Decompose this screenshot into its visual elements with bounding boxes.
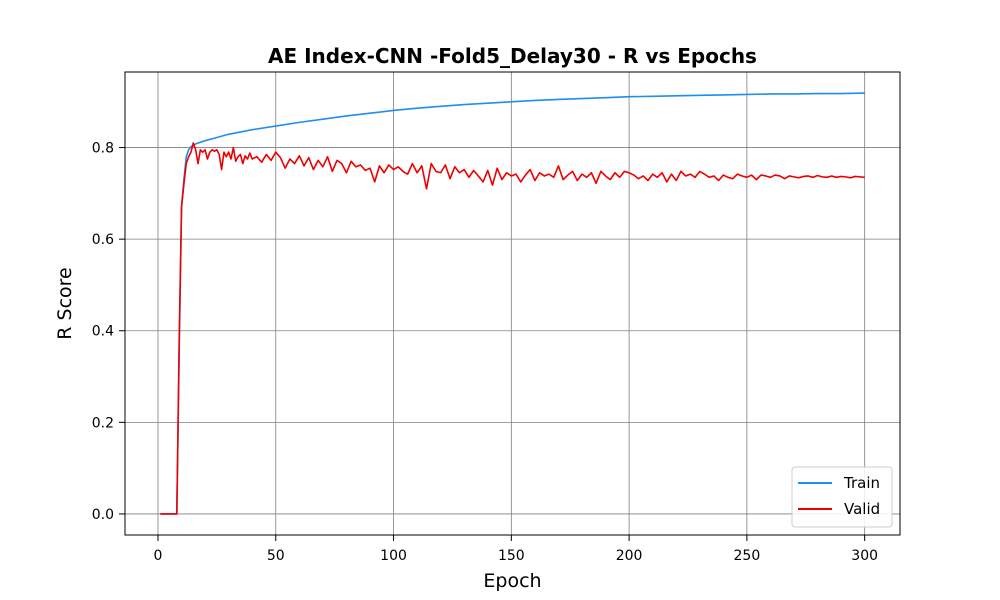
x-tick-label-150: 150 (498, 548, 525, 564)
series-layer (160, 92, 865, 515)
legend-label-train: Train (843, 474, 880, 492)
y-tick-label-4: 0.8 (92, 141, 114, 157)
x-tick-label-200: 200 (616, 548, 643, 564)
y-axis-ticks: 0.0 0.2 0.4 0.6 0.8 (92, 141, 125, 523)
legend: Train Valid (791, 466, 893, 528)
y-tick-label-0: 0.0 (92, 507, 114, 523)
y-axis-label: R Score (54, 267, 76, 339)
chart-title: AE Index-CNN -Fold5_Delay30 - R vs Epoch… (268, 44, 757, 68)
gridlines (125, 72, 900, 535)
plot-area-frame (124, 71, 901, 536)
x-tick-label-300: 300 (851, 548, 878, 564)
x-tick-label-50: 50 (267, 548, 285, 564)
legend-label-valid: Valid (844, 500, 880, 518)
series-line-valid (160, 142, 865, 515)
y-tick-label-2: 0.4 (92, 324, 114, 340)
x-axis-label: Epoch (483, 570, 541, 592)
x-tick-label-250: 250 (734, 548, 761, 564)
y-tick-label-3: 0.6 (92, 232, 114, 248)
x-tick-label-100: 100 (380, 548, 407, 564)
x-axis-ticks: 0 50 100 150 200 250 300 (154, 535, 878, 564)
series-line-train (160, 92, 865, 515)
y-tick-label-1: 0.2 (92, 415, 114, 431)
x-tick-label-0: 0 (154, 548, 163, 564)
